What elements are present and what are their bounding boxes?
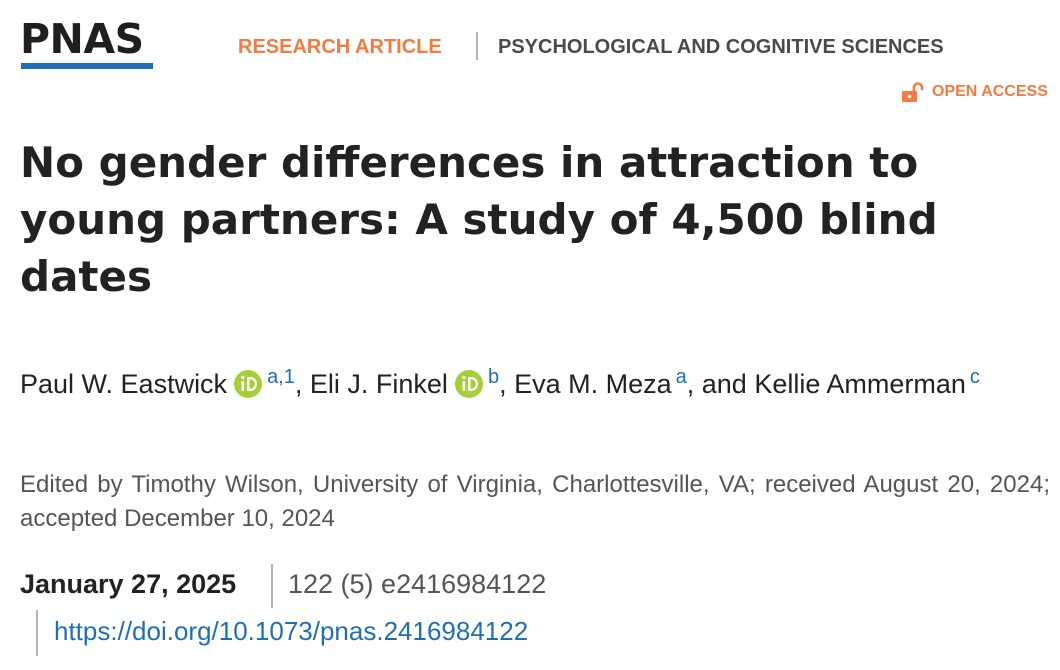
header-divider	[476, 32, 478, 60]
author-separator: , and	[686, 369, 755, 399]
author-name[interactable]: Kellie Ammerman	[754, 369, 966, 399]
edited-by-statement: Edited by Timothy Wilson, University of …	[20, 471, 1050, 532]
orcid-icon[interactable]	[454, 369, 484, 399]
open-access-label: OPEN ACCESS	[932, 83, 1048, 100]
affiliation-link[interactable]: b	[487, 366, 500, 388]
affiliation-link[interactable]: a	[675, 366, 687, 388]
author-separator: ,	[294, 369, 310, 399]
logo-text: PNAS	[20, 15, 144, 63]
open-lock-icon	[900, 80, 924, 104]
citation-info: 122 (5) e2416984122	[288, 569, 547, 599]
affiliation-link[interactable]: a,1	[267, 366, 295, 388]
author-separator: ,	[499, 369, 515, 399]
pnas-logo[interactable]: PNAS	[20, 16, 154, 72]
orcid-icon[interactable]	[233, 369, 263, 399]
citation-divider	[271, 564, 273, 608]
open-access-badge: OPEN ACCESS	[900, 80, 1048, 104]
author-name[interactable]: Paul W. Eastwick	[20, 369, 228, 399]
publication-date: January 27, 2025	[20, 569, 237, 599]
doi-link[interactable]: https://doi.org/10.1073/pnas.2416984122	[54, 616, 529, 646]
logo-underline	[21, 63, 153, 69]
author-name[interactable]: Eli J. Finkel	[309, 369, 448, 399]
article-title: No gender differences in attraction to y…	[20, 138, 938, 301]
subject-link[interactable]: PSYCHOLOGICAL AND COGNITIVE SCIENCES	[498, 36, 944, 58]
author-list: Paul W. Eastwick a,1, Eli J. Finkel b, Eva…	[20, 365, 1030, 406]
doi-divider	[36, 610, 38, 656]
affiliation-link[interactable]: c	[969, 366, 980, 388]
author-name[interactable]: Eva M. Meza	[514, 369, 672, 399]
article-type-link[interactable]: RESEARCH ARTICLE	[238, 36, 442, 58]
